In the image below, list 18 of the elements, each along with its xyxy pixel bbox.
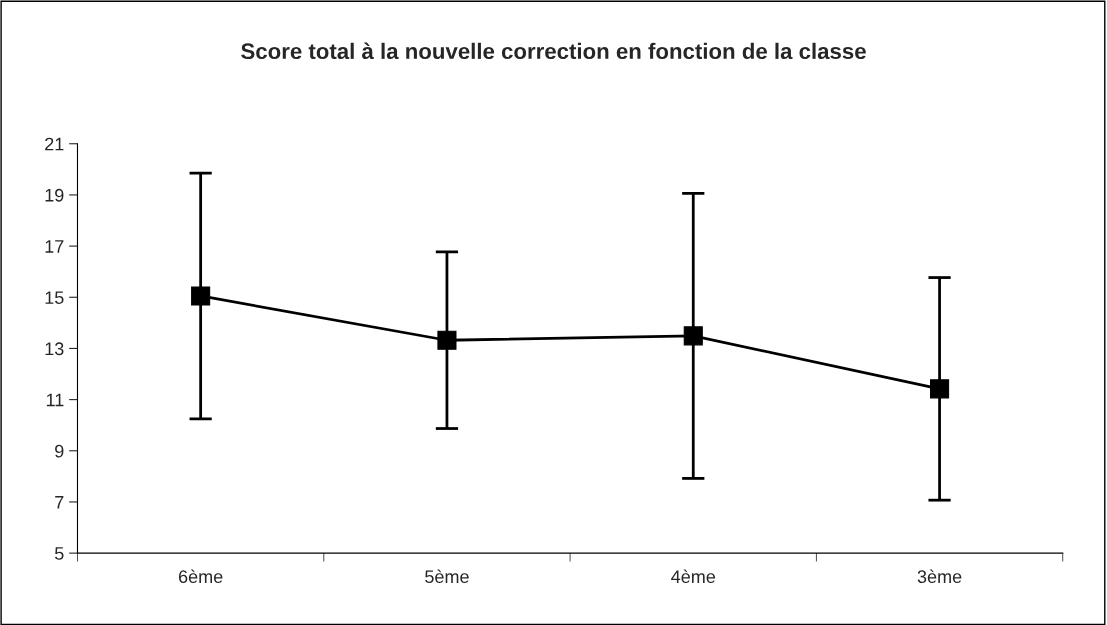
y-tick-label: 11 — [46, 393, 64, 407]
y-tick-label: 9 — [55, 444, 64, 458]
x-tick-label: 6ème — [178, 569, 223, 584]
y-tick-label: 19 — [45, 188, 64, 202]
point — [437, 330, 457, 350]
x-tick-label: 4ème — [671, 569, 716, 584]
x-tick-label: 5ème — [425, 569, 469, 584]
y-tick-label: 17 — [45, 240, 64, 253]
point — [930, 379, 950, 399]
y-tick-label: 21 — [45, 137, 64, 151]
point — [683, 326, 703, 346]
y-tick-label: 13 — [45, 342, 64, 356]
y-tick-label: 5 — [54, 547, 64, 560]
x-tick-label: 3ème — [917, 569, 962, 584]
y-tick-label: 15 — [45, 291, 64, 304]
point — [191, 286, 211, 306]
chart-title: Score total à la nouvelle correction en fonction de la classe — [241, 42, 866, 60]
y-tick-label: 7 — [55, 496, 64, 509]
